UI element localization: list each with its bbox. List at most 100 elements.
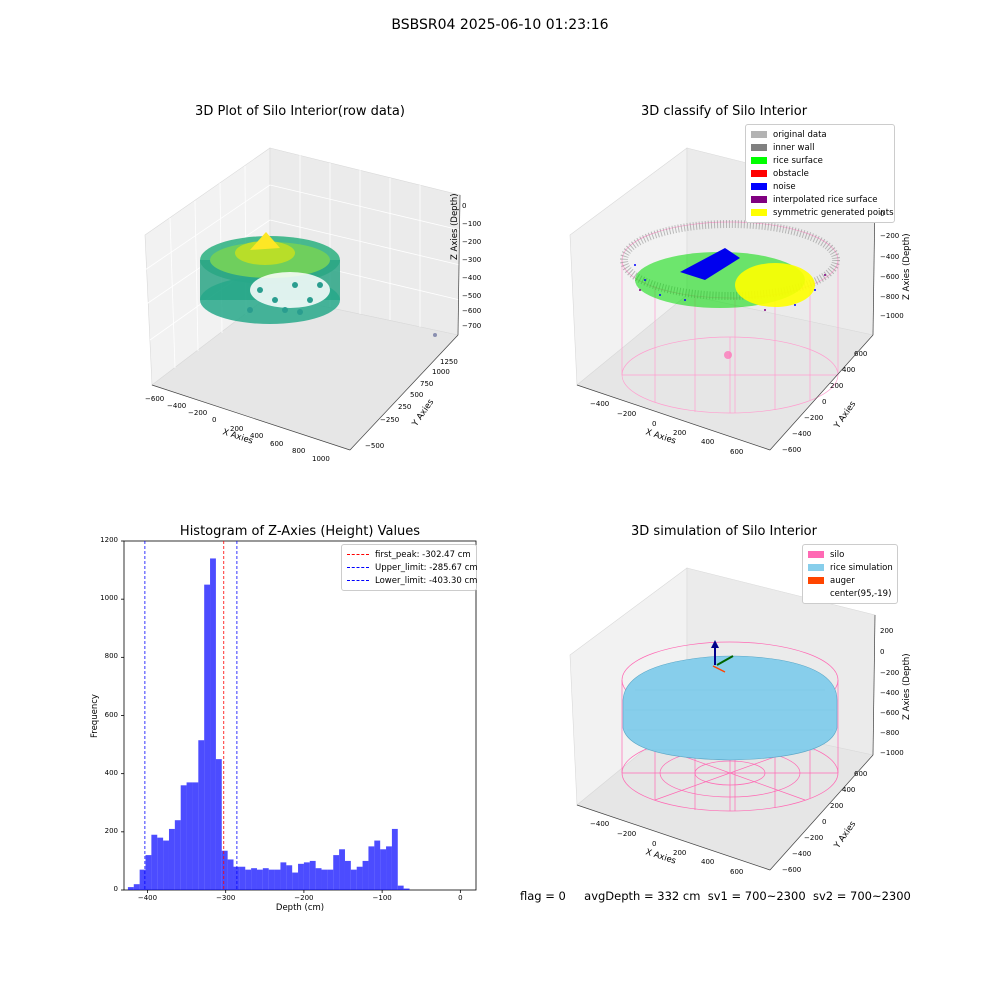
plot1-title: 3D Plot of Silo Interior(row data) <box>195 104 405 119</box>
tick: 0 <box>652 840 657 848</box>
hist-bar <box>186 782 193 890</box>
legend-item: Upper_limit: -285.67 cm <box>347 561 478 574</box>
hist-ytick-label: 1200 <box>100 536 118 544</box>
legend-label: obstacle <box>773 168 809 179</box>
footer-flag: flag = 0 <box>520 889 566 903</box>
hist-bar <box>245 869 252 890</box>
hist-bar <box>239 866 246 890</box>
hist-bar <box>298 863 304 890</box>
tick: −200 <box>188 409 208 417</box>
tick: −200 <box>880 669 900 677</box>
hist-bar <box>256 869 263 890</box>
legend-line <box>347 554 369 555</box>
hist-ytick-label: 400 <box>104 768 118 777</box>
hist-bar <box>174 820 181 890</box>
tick: 500 <box>410 391 424 399</box>
hist-bar <box>163 840 169 890</box>
hist-ytick-label: 0 <box>113 885 118 893</box>
hist-bar <box>127 887 134 890</box>
tick: −400 <box>880 689 900 697</box>
tick: −100 <box>462 220 482 228</box>
legend-item: obstacle <box>751 167 889 180</box>
tick: −600 <box>782 446 802 454</box>
hist-bar <box>133 884 140 890</box>
tick: −500 <box>365 442 385 450</box>
hist-bar <box>210 558 216 890</box>
hist-bars <box>127 558 410 890</box>
tick: −400 <box>590 400 610 408</box>
tick: 0 <box>880 648 885 656</box>
hist-ytick-label: 1000 <box>100 594 118 603</box>
tick: −600 <box>782 866 802 874</box>
hist-bar <box>333 855 340 890</box>
tick: 600 <box>854 350 868 358</box>
hist-bar <box>391 828 398 890</box>
tick: −800 <box>880 729 900 737</box>
hist-bar <box>262 868 269 890</box>
plot4-legend: silo rice simulation auger center(95,-19… <box>802 544 898 604</box>
tick: 200 <box>673 849 687 857</box>
hist-bar <box>204 584 211 890</box>
tick: 200 <box>830 802 844 810</box>
tick: 400 <box>701 858 715 866</box>
tick: −400 <box>167 402 187 410</box>
footer-status: flag = 0 avgDepth = 332 cm sv1 = 700~230… <box>520 889 911 903</box>
hist-bar <box>227 859 234 890</box>
tick: 750 <box>420 380 434 388</box>
hist-bar <box>368 846 375 890</box>
hist-bar <box>315 868 322 890</box>
tick: −600 <box>462 307 482 315</box>
legend-label: inner wall <box>773 142 815 153</box>
tick: −200 <box>462 238 482 246</box>
legend-item: silo <box>808 548 892 561</box>
hist-bar <box>362 860 369 890</box>
hist-ylabel: Frequency <box>90 694 100 738</box>
tick: 1000 <box>432 368 450 376</box>
hist-bar <box>139 869 146 890</box>
tick: 400 <box>842 366 856 374</box>
tick: 0 <box>822 398 827 406</box>
tick: −1000 <box>880 312 904 320</box>
tick: −200 <box>804 414 824 422</box>
legend-item: Lower_limit: -403.30 cm <box>347 574 477 587</box>
legend-item: noise <box>751 180 889 193</box>
hist-bar <box>403 888 410 890</box>
footer-sv2: sv2 = 700~2300 <box>812 889 911 903</box>
hist-bar <box>286 865 293 890</box>
hist-ytick-label: 200 <box>104 826 118 835</box>
footer-avg-depth: avgDepth = 332 cm <box>584 889 701 903</box>
tick: −700 <box>462 322 482 330</box>
hist-xlabel: Depth (cm) <box>275 903 325 913</box>
plot4-zlabel: Z Axies (Depth) <box>902 653 912 720</box>
hist-bar <box>380 849 387 890</box>
legend-item: rice surface <box>751 154 889 167</box>
tick: 1000 <box>312 455 330 463</box>
legend-item: center(95,-19) <box>808 587 892 600</box>
hist-bar <box>303 862 310 890</box>
legend-label: first_peak: -302.47 cm <box>375 549 471 560</box>
hist-bar <box>215 759 222 890</box>
legend-label: Lower_limit: -403.30 cm <box>375 575 478 586</box>
tick: −400 <box>792 850 812 858</box>
legend-swatch <box>751 157 767 164</box>
hist-ytick-label: 800 <box>104 652 118 661</box>
hist-bar <box>274 869 281 890</box>
legend-label: center(95,-19) <box>830 588 892 599</box>
tick: −200 <box>617 410 637 418</box>
footer-sv1: sv1 = 700~2300 <box>707 889 806 903</box>
tick: 0 <box>880 210 885 218</box>
hist-title: Histogram of Z-Axies (Height) Values <box>179 524 421 539</box>
legend-swatch <box>751 196 767 203</box>
tick: −400 <box>590 820 610 828</box>
tick: 600 <box>730 868 744 876</box>
tick: 200 <box>830 382 844 390</box>
legend-swatch <box>808 577 824 584</box>
legend-swatch <box>808 590 824 597</box>
legend-label: rice simulation <box>830 562 893 573</box>
hist-bar <box>268 869 275 890</box>
legend-line <box>347 580 369 581</box>
tick: −600 <box>880 709 900 717</box>
hist-xtick-label: 0 <box>458 894 463 902</box>
legend-swatch <box>808 551 824 558</box>
tick: 400 <box>250 432 264 440</box>
